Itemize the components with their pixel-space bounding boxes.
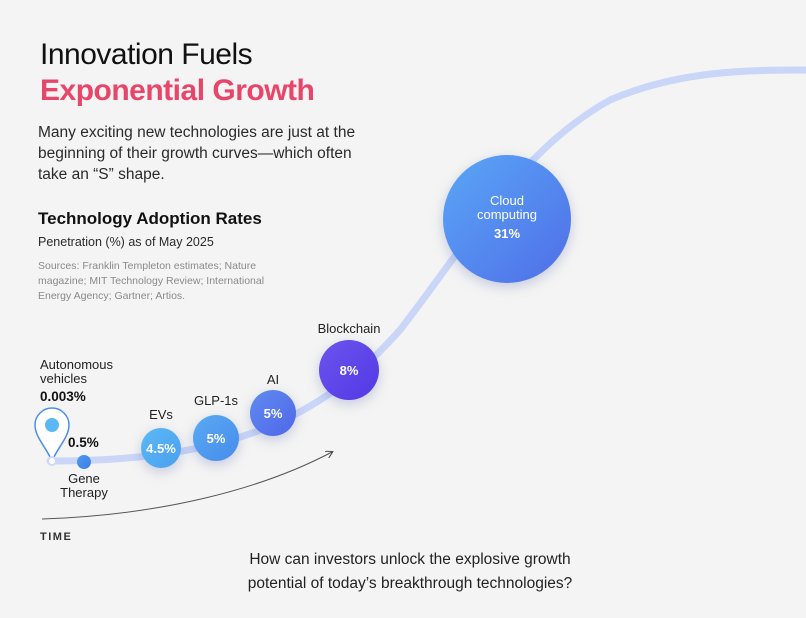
- time-arrow: [41, 452, 332, 520]
- evs-bubble: [141, 428, 181, 468]
- page-title-line2: Exponential Growth: [40, 74, 315, 107]
- evs-value: 4.5%: [146, 441, 176, 456]
- blockchain-value: 8%: [340, 363, 359, 378]
- cloud-computing-value: 31%: [494, 226, 520, 241]
- gene-therapy-label-line: Therapy: [60, 485, 108, 500]
- autonomous-vehicles-pin-marker: [34, 407, 70, 463]
- chart-subtitle: Technology Adoption Rates: [38, 209, 262, 228]
- cloud-computing-label-line: Cloud: [490, 193, 524, 208]
- ai-bubble: [250, 390, 296, 436]
- glp-1s-bubble: [193, 415, 239, 461]
- gene-therapy-bubble: [77, 455, 91, 469]
- intro-text: Many exciting new technologies are just …: [38, 124, 356, 183]
- gene-therapy-value: 0.5%: [68, 435, 99, 450]
- cloud-computing-label-line: computing: [477, 207, 537, 222]
- autonomous-vehicles-point: [45, 418, 59, 432]
- glp-1s-value: 5%: [207, 431, 226, 446]
- cloud-computing-bubble: [443, 155, 571, 283]
- page-title-line1: Innovation Fuels: [40, 38, 253, 71]
- autonomous-vehicles-label-line: vehicles: [40, 371, 87, 386]
- glp-1s-label-line: GLP-1s: [194, 393, 239, 408]
- closing-question-line1: How can investors unlock the explosive g…: [249, 551, 571, 568]
- blockchain-bubble: [319, 340, 379, 400]
- evs-label-line: EVs: [149, 407, 173, 422]
- autonomous-vehicles-label-line: Autonomous: [40, 357, 113, 372]
- autonomous-vehicles-anchor-dot: [47, 456, 57, 466]
- x-axis-label: TIME: [40, 531, 73, 543]
- closing-question-line2: potential of today’s breakthrough techno…: [247, 575, 573, 592]
- closing-question: How can investors unlock the explosive g…: [200, 548, 620, 596]
- blockchain-label-line: Blockchain: [318, 321, 381, 336]
- s-curve: [46, 66, 806, 465]
- autonomous-vehicles-value: 0.003%: [40, 389, 86, 404]
- chart-sources: Sources: Franklin Templeton estimates; N…: [38, 260, 265, 302]
- ai-label-line: AI: [267, 372, 279, 387]
- chart-description: Penetration (%) as of May 2025: [38, 235, 214, 249]
- gene-therapy-label-line: Gene: [68, 471, 100, 486]
- ai-value: 5%: [264, 406, 283, 421]
